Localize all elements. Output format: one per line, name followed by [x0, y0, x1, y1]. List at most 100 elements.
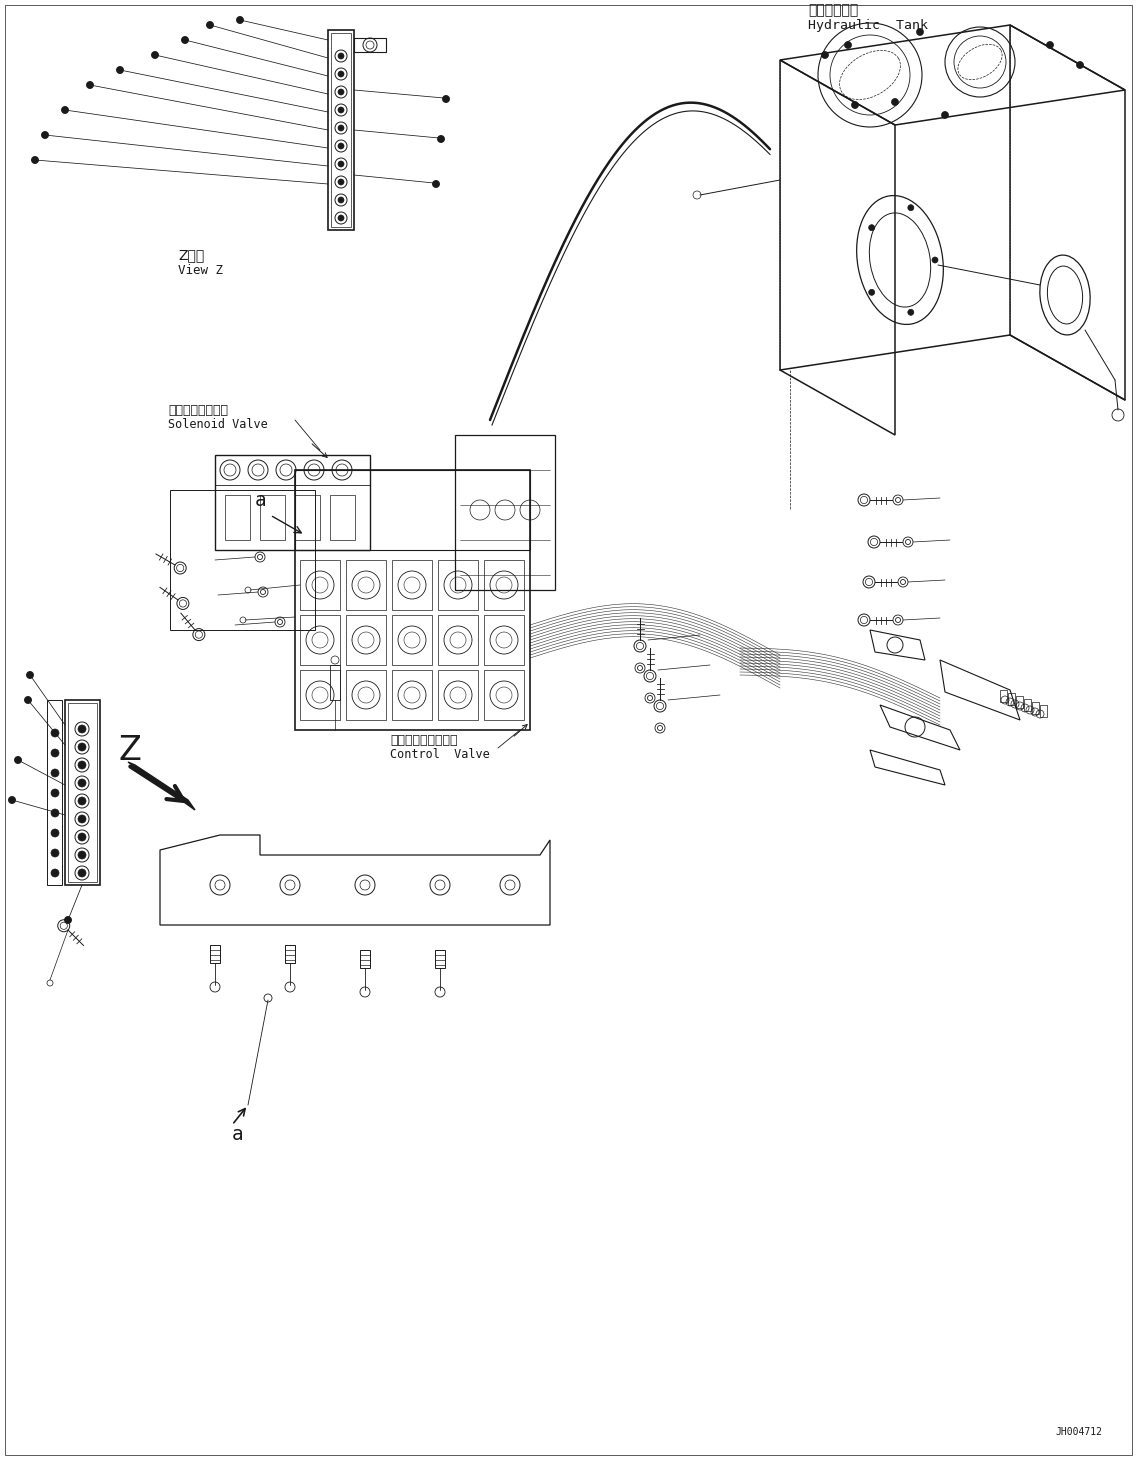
Circle shape	[338, 161, 345, 166]
Bar	[392, 670, 432, 720]
Circle shape	[182, 36, 189, 44]
Bar	[225, 495, 250, 540]
Bar	[294, 470, 530, 550]
Circle shape	[338, 53, 345, 58]
Bar	[438, 561, 478, 610]
Bar	[455, 435, 555, 590]
Circle shape	[338, 72, 345, 77]
Bar	[330, 495, 355, 540]
Circle shape	[932, 257, 938, 263]
Circle shape	[852, 102, 858, 108]
Circle shape	[338, 89, 345, 95]
Bar	[294, 470, 530, 730]
Bar	[285, 945, 294, 964]
Circle shape	[916, 29, 923, 35]
Circle shape	[438, 136, 445, 143]
Polygon shape	[128, 762, 196, 810]
Circle shape	[65, 917, 72, 924]
Circle shape	[442, 95, 449, 102]
Circle shape	[822, 51, 829, 58]
Text: Z: Z	[118, 733, 141, 766]
Bar	[354, 38, 385, 53]
Circle shape	[51, 749, 59, 756]
Circle shape	[51, 729, 59, 737]
Circle shape	[207, 22, 214, 29]
Circle shape	[26, 672, 33, 679]
Bar	[210, 945, 219, 964]
Bar	[346, 615, 385, 664]
Text: a: a	[255, 491, 267, 510]
Circle shape	[51, 769, 59, 777]
Bar	[484, 670, 524, 720]
Circle shape	[51, 788, 59, 797]
Circle shape	[51, 850, 59, 857]
Text: JH004712: JH004712	[1055, 1426, 1102, 1437]
Bar	[300, 561, 340, 610]
Circle shape	[338, 143, 345, 149]
Circle shape	[116, 67, 124, 73]
Circle shape	[845, 41, 852, 48]
Circle shape	[907, 204, 914, 210]
Circle shape	[907, 310, 914, 315]
Circle shape	[8, 797, 16, 803]
Bar	[1001, 691, 1007, 702]
Circle shape	[869, 289, 874, 295]
Circle shape	[78, 834, 86, 841]
Bar	[215, 456, 370, 550]
Bar	[68, 704, 97, 882]
Bar	[1040, 705, 1047, 717]
Bar	[1009, 694, 1015, 705]
Circle shape	[78, 780, 86, 787]
Bar	[392, 561, 432, 610]
Circle shape	[51, 829, 59, 837]
Circle shape	[41, 131, 49, 139]
Text: 作動油タンク: 作動油タンク	[808, 3, 858, 18]
Text: Hydraulic  Tank: Hydraulic Tank	[808, 19, 928, 32]
Text: ソレノイドバルブ: ソレノイドバルブ	[168, 403, 229, 416]
Bar	[294, 495, 319, 540]
Text: Solenoid Valve: Solenoid Valve	[168, 419, 267, 432]
Text: コントロールバルブ: コントロールバルブ	[390, 733, 457, 746]
Circle shape	[78, 851, 86, 858]
Circle shape	[25, 696, 32, 704]
Bar	[438, 670, 478, 720]
Circle shape	[338, 215, 345, 220]
Circle shape	[338, 126, 345, 131]
Circle shape	[236, 16, 243, 23]
Circle shape	[78, 761, 86, 769]
Bar	[327, 31, 354, 231]
Bar	[346, 670, 385, 720]
Circle shape	[941, 111, 948, 118]
Bar	[1032, 702, 1039, 714]
Circle shape	[869, 225, 874, 231]
Bar	[330, 664, 340, 699]
Circle shape	[1077, 61, 1084, 69]
Bar	[346, 561, 385, 610]
Bar	[260, 495, 285, 540]
Circle shape	[86, 82, 93, 89]
Bar	[171, 491, 315, 631]
Circle shape	[51, 869, 59, 877]
Text: Z　視: Z 視	[179, 248, 205, 261]
Bar	[1024, 699, 1031, 711]
Circle shape	[338, 107, 345, 112]
Circle shape	[51, 809, 59, 818]
Text: View Z: View Z	[179, 263, 223, 276]
Bar	[392, 615, 432, 664]
Circle shape	[61, 107, 68, 114]
Bar	[300, 615, 340, 664]
Bar	[47, 699, 63, 885]
Bar	[435, 950, 445, 968]
Bar	[1016, 696, 1023, 708]
Bar	[65, 699, 100, 885]
Circle shape	[432, 181, 440, 187]
Bar	[300, 670, 340, 720]
Circle shape	[151, 51, 158, 58]
Bar	[360, 950, 370, 968]
Text: Control  Valve: Control Valve	[390, 749, 490, 762]
Bar	[484, 561, 524, 610]
Bar	[438, 615, 478, 664]
Circle shape	[15, 756, 22, 764]
Circle shape	[1046, 41, 1054, 48]
Circle shape	[78, 797, 86, 804]
